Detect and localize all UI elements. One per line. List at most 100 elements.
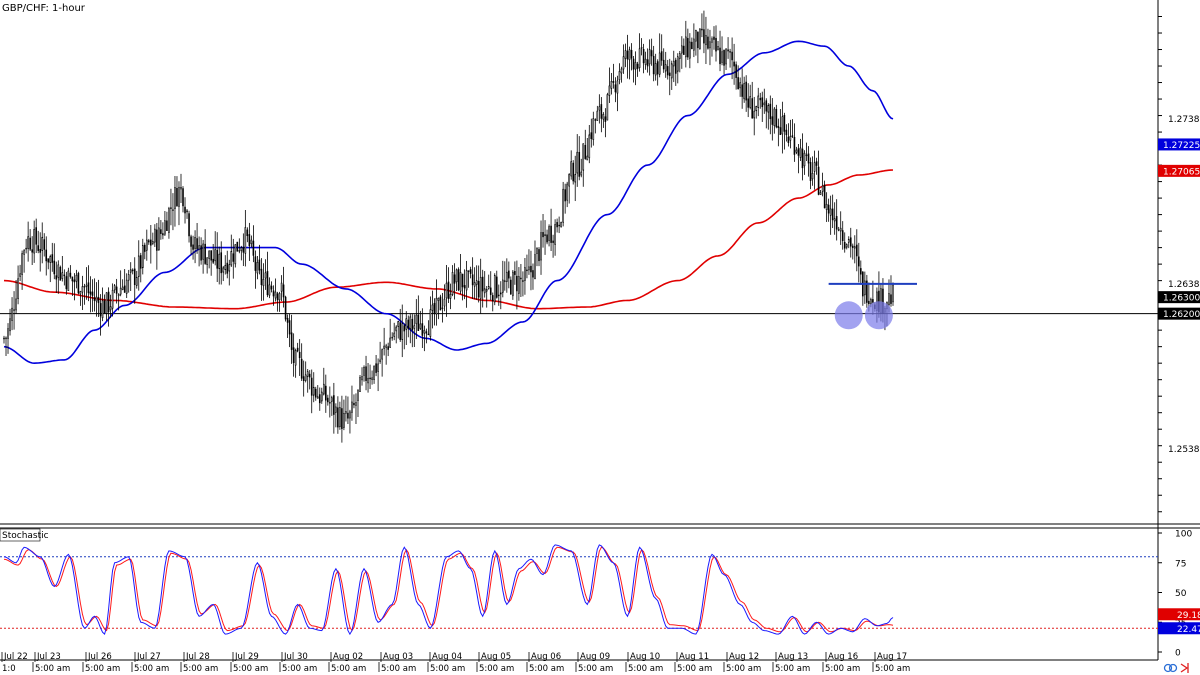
candle-body	[387, 346, 389, 350]
candle-body	[636, 63, 639, 69]
candle-body	[719, 47, 721, 65]
candle-body	[25, 247, 27, 250]
sync-icon[interactable]	[1163, 663, 1173, 673]
candle-body	[508, 270, 510, 279]
candle-body	[610, 81, 613, 89]
chart-corner-icons[interactable]	[1163, 663, 1189, 673]
candle-body	[443, 298, 446, 307]
time-axis: 1:0 Jul 22 Jul 23 Jul 26 Jul 27 Jul 28 Jul 29 J…	[1, 652, 910, 674]
candle-body	[363, 366, 365, 376]
stochastic-tick-label: 50	[1175, 589, 1187, 599]
candle-body	[833, 218, 836, 222]
candle-body	[91, 291, 94, 296]
candle-body	[379, 359, 381, 362]
candle-body	[19, 273, 21, 277]
candle-body	[146, 239, 148, 251]
time-hour-label: 5:00 am	[233, 664, 268, 674]
candle-body	[220, 252, 223, 274]
price-label-box	[1158, 164, 1200, 177]
time-date-label: Aug 13	[778, 652, 808, 662]
candle-body	[373, 365, 375, 380]
stochastic-tick-label: 0	[1175, 649, 1181, 659]
stochastic-title: Stochastic	[2, 531, 49, 541]
candle-body	[683, 45, 685, 55]
candle-body	[835, 216, 838, 230]
candle-body	[176, 187, 178, 206]
candle-body	[715, 37, 717, 52]
candle-body	[473, 282, 476, 287]
candle-body	[27, 236, 29, 250]
time-hour-label: 5:00 am	[677, 664, 712, 674]
candle-body	[85, 284, 88, 287]
candle-body	[809, 162, 812, 181]
stochastic-value-text: 22.47	[1177, 625, 1200, 635]
candle-body	[622, 56, 625, 70]
candle-body	[630, 50, 633, 59]
candle-body	[300, 358, 303, 379]
candle-body	[355, 402, 357, 406]
candle-body	[678, 53, 681, 59]
time-hour-label: 5:00 am	[134, 664, 169, 674]
candle-body	[109, 306, 112, 311]
candle-body	[805, 154, 808, 157]
candle-body	[186, 210, 188, 213]
candle-body	[341, 408, 343, 429]
candle-body	[843, 241, 846, 249]
candle-body	[214, 249, 216, 262]
candle-body	[745, 81, 747, 101]
candle-body	[391, 336, 393, 339]
candle-body	[831, 208, 834, 221]
candle-body	[320, 391, 323, 402]
candle-body	[823, 184, 826, 209]
candle-body	[664, 64, 667, 72]
candle-body	[841, 230, 844, 242]
candle-body	[421, 323, 424, 336]
candle-body	[827, 204, 830, 214]
candle-body	[558, 224, 560, 227]
candle-body	[286, 317, 289, 323]
candle-body	[497, 294, 500, 297]
candle-body	[819, 192, 822, 195]
candle-body	[866, 280, 868, 303]
candle-body	[274, 291, 277, 299]
candle-body	[666, 66, 669, 76]
candle-body	[67, 270, 70, 291]
candle-body	[739, 82, 741, 89]
candle-body	[660, 51, 663, 61]
candle-body	[632, 58, 635, 70]
candle-body	[389, 337, 391, 348]
candle-body	[115, 286, 118, 294]
candle-body	[325, 385, 327, 401]
candle-body	[590, 132, 593, 139]
candle-body	[393, 332, 395, 337]
candle-body	[495, 276, 498, 298]
candle-body	[807, 153, 810, 164]
candle-body	[552, 240, 554, 243]
candle-body	[520, 277, 522, 280]
candle-body	[618, 71, 621, 81]
candle-body	[872, 299, 874, 303]
time-date-label: Jul 23	[36, 652, 61, 662]
candle-body	[731, 51, 733, 61]
candle-body	[676, 56, 679, 72]
chart-title: GBP/CHF: 1-hour	[2, 3, 86, 14]
candle-body	[652, 55, 655, 75]
candle-body	[725, 48, 727, 65]
candle-body	[646, 59, 649, 67]
candle-body	[409, 316, 412, 329]
time-date-label: Aug 11	[679, 652, 709, 662]
scroll-end-icon[interactable]	[1180, 663, 1189, 673]
candle-body	[542, 232, 544, 238]
candle-body	[55, 275, 58, 280]
candle-body	[158, 227, 160, 251]
candle-body	[592, 118, 595, 140]
candle-body	[160, 229, 162, 234]
stochastic-labels: 29.18 22.47	[1158, 608, 1200, 635]
time-hour-label: 5:00 am	[875, 664, 910, 674]
candle-body	[791, 135, 794, 137]
candle-body	[658, 52, 661, 75]
candle-body	[576, 151, 579, 174]
candle-body	[530, 265, 532, 273]
candle-body	[797, 148, 800, 156]
